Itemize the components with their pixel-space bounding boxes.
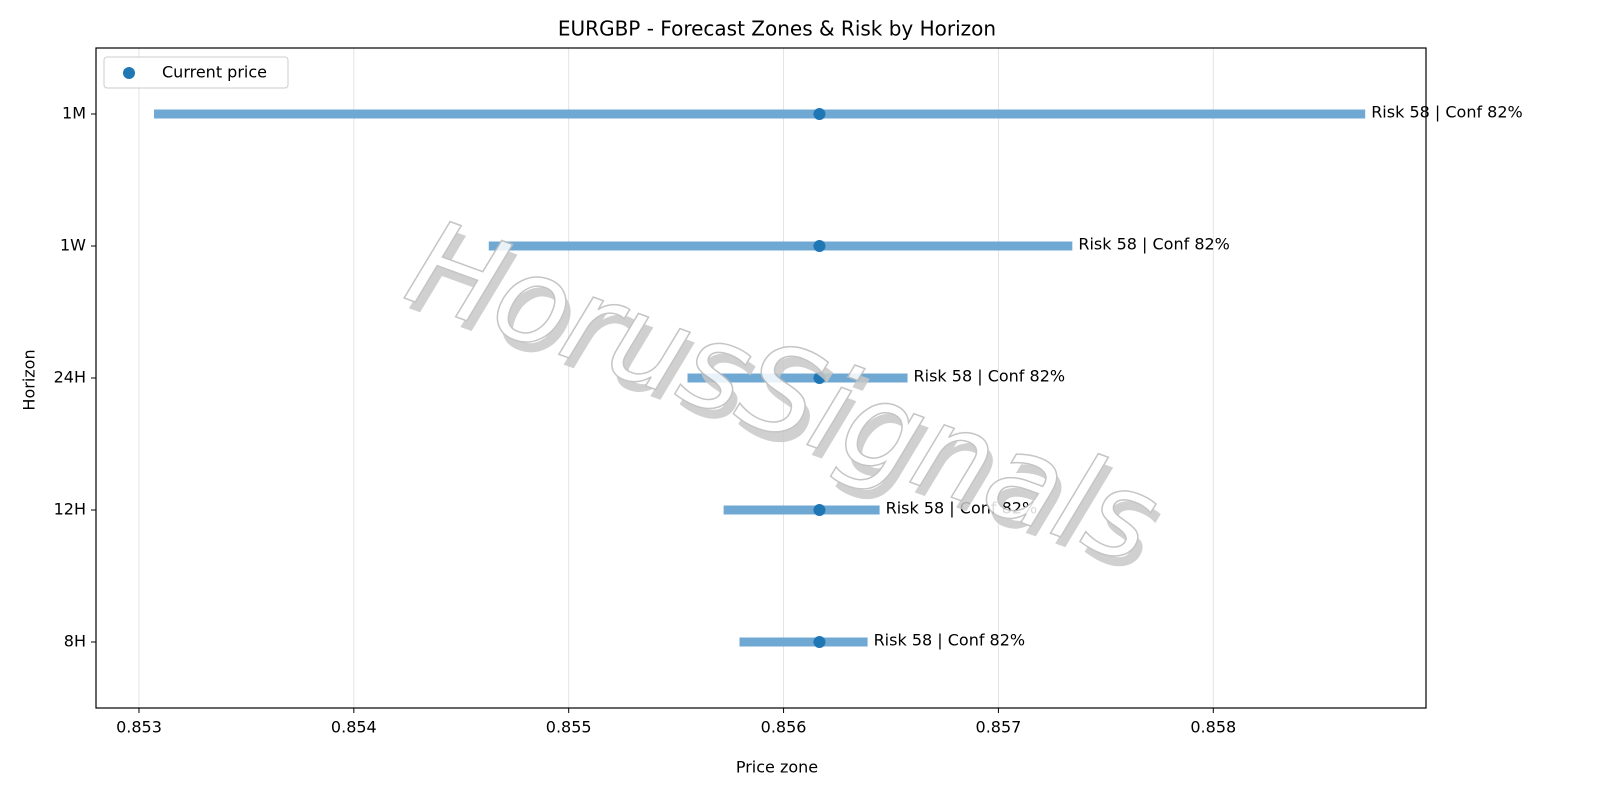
zone-label: Risk 58 | Conf 82% — [886, 499, 1038, 518]
y-tick-label: 12H — [54, 500, 86, 519]
forecast-zone — [723, 505, 880, 515]
chart-title: EURGBP - Forecast Zones & Risk by Horizo… — [558, 17, 996, 41]
x-tick-label: 0.855 — [546, 718, 592, 737]
current-price — [813, 372, 826, 384]
y-tick-label: 1M — [62, 104, 86, 123]
x-axis-label: Price zone — [736, 758, 818, 777]
zone-label: Risk 58 | Conf 82% — [1371, 103, 1523, 122]
current-price — [813, 108, 826, 120]
forecast-zone — [488, 241, 1073, 251]
forecast-zone — [154, 109, 1366, 119]
y-tick-label: 8H — [64, 632, 86, 651]
zone-label: Risk 58 | Conf 82% — [914, 367, 1066, 386]
y-tick-label: 24H — [54, 368, 86, 387]
current-price — [813, 240, 826, 252]
current-price — [813, 636, 826, 648]
plot-frame — [95, 47, 1427, 709]
y-tick-label: 1W — [60, 236, 86, 255]
x-tick-label: 0.857 — [976, 718, 1022, 737]
zone-label: Risk 58 | Conf 82% — [874, 631, 1026, 650]
x-tick-label: 0.853 — [116, 718, 162, 737]
x-tick-label: 0.856 — [761, 718, 807, 737]
forecast-zone — [687, 373, 908, 383]
y-axis-label: Horizon — [20, 349, 39, 410]
x-tick-label: 0.858 — [1190, 718, 1236, 737]
legend-box — [103, 56, 289, 89]
current-price — [813, 504, 826, 516]
legend-marker — [123, 67, 135, 79]
forecast-zone — [739, 637, 868, 647]
x-tick-label: 0.854 — [331, 718, 377, 737]
legend-label: Current price — [162, 63, 267, 82]
zone-label: Risk 58 | Conf 82% — [1078, 235, 1230, 254]
